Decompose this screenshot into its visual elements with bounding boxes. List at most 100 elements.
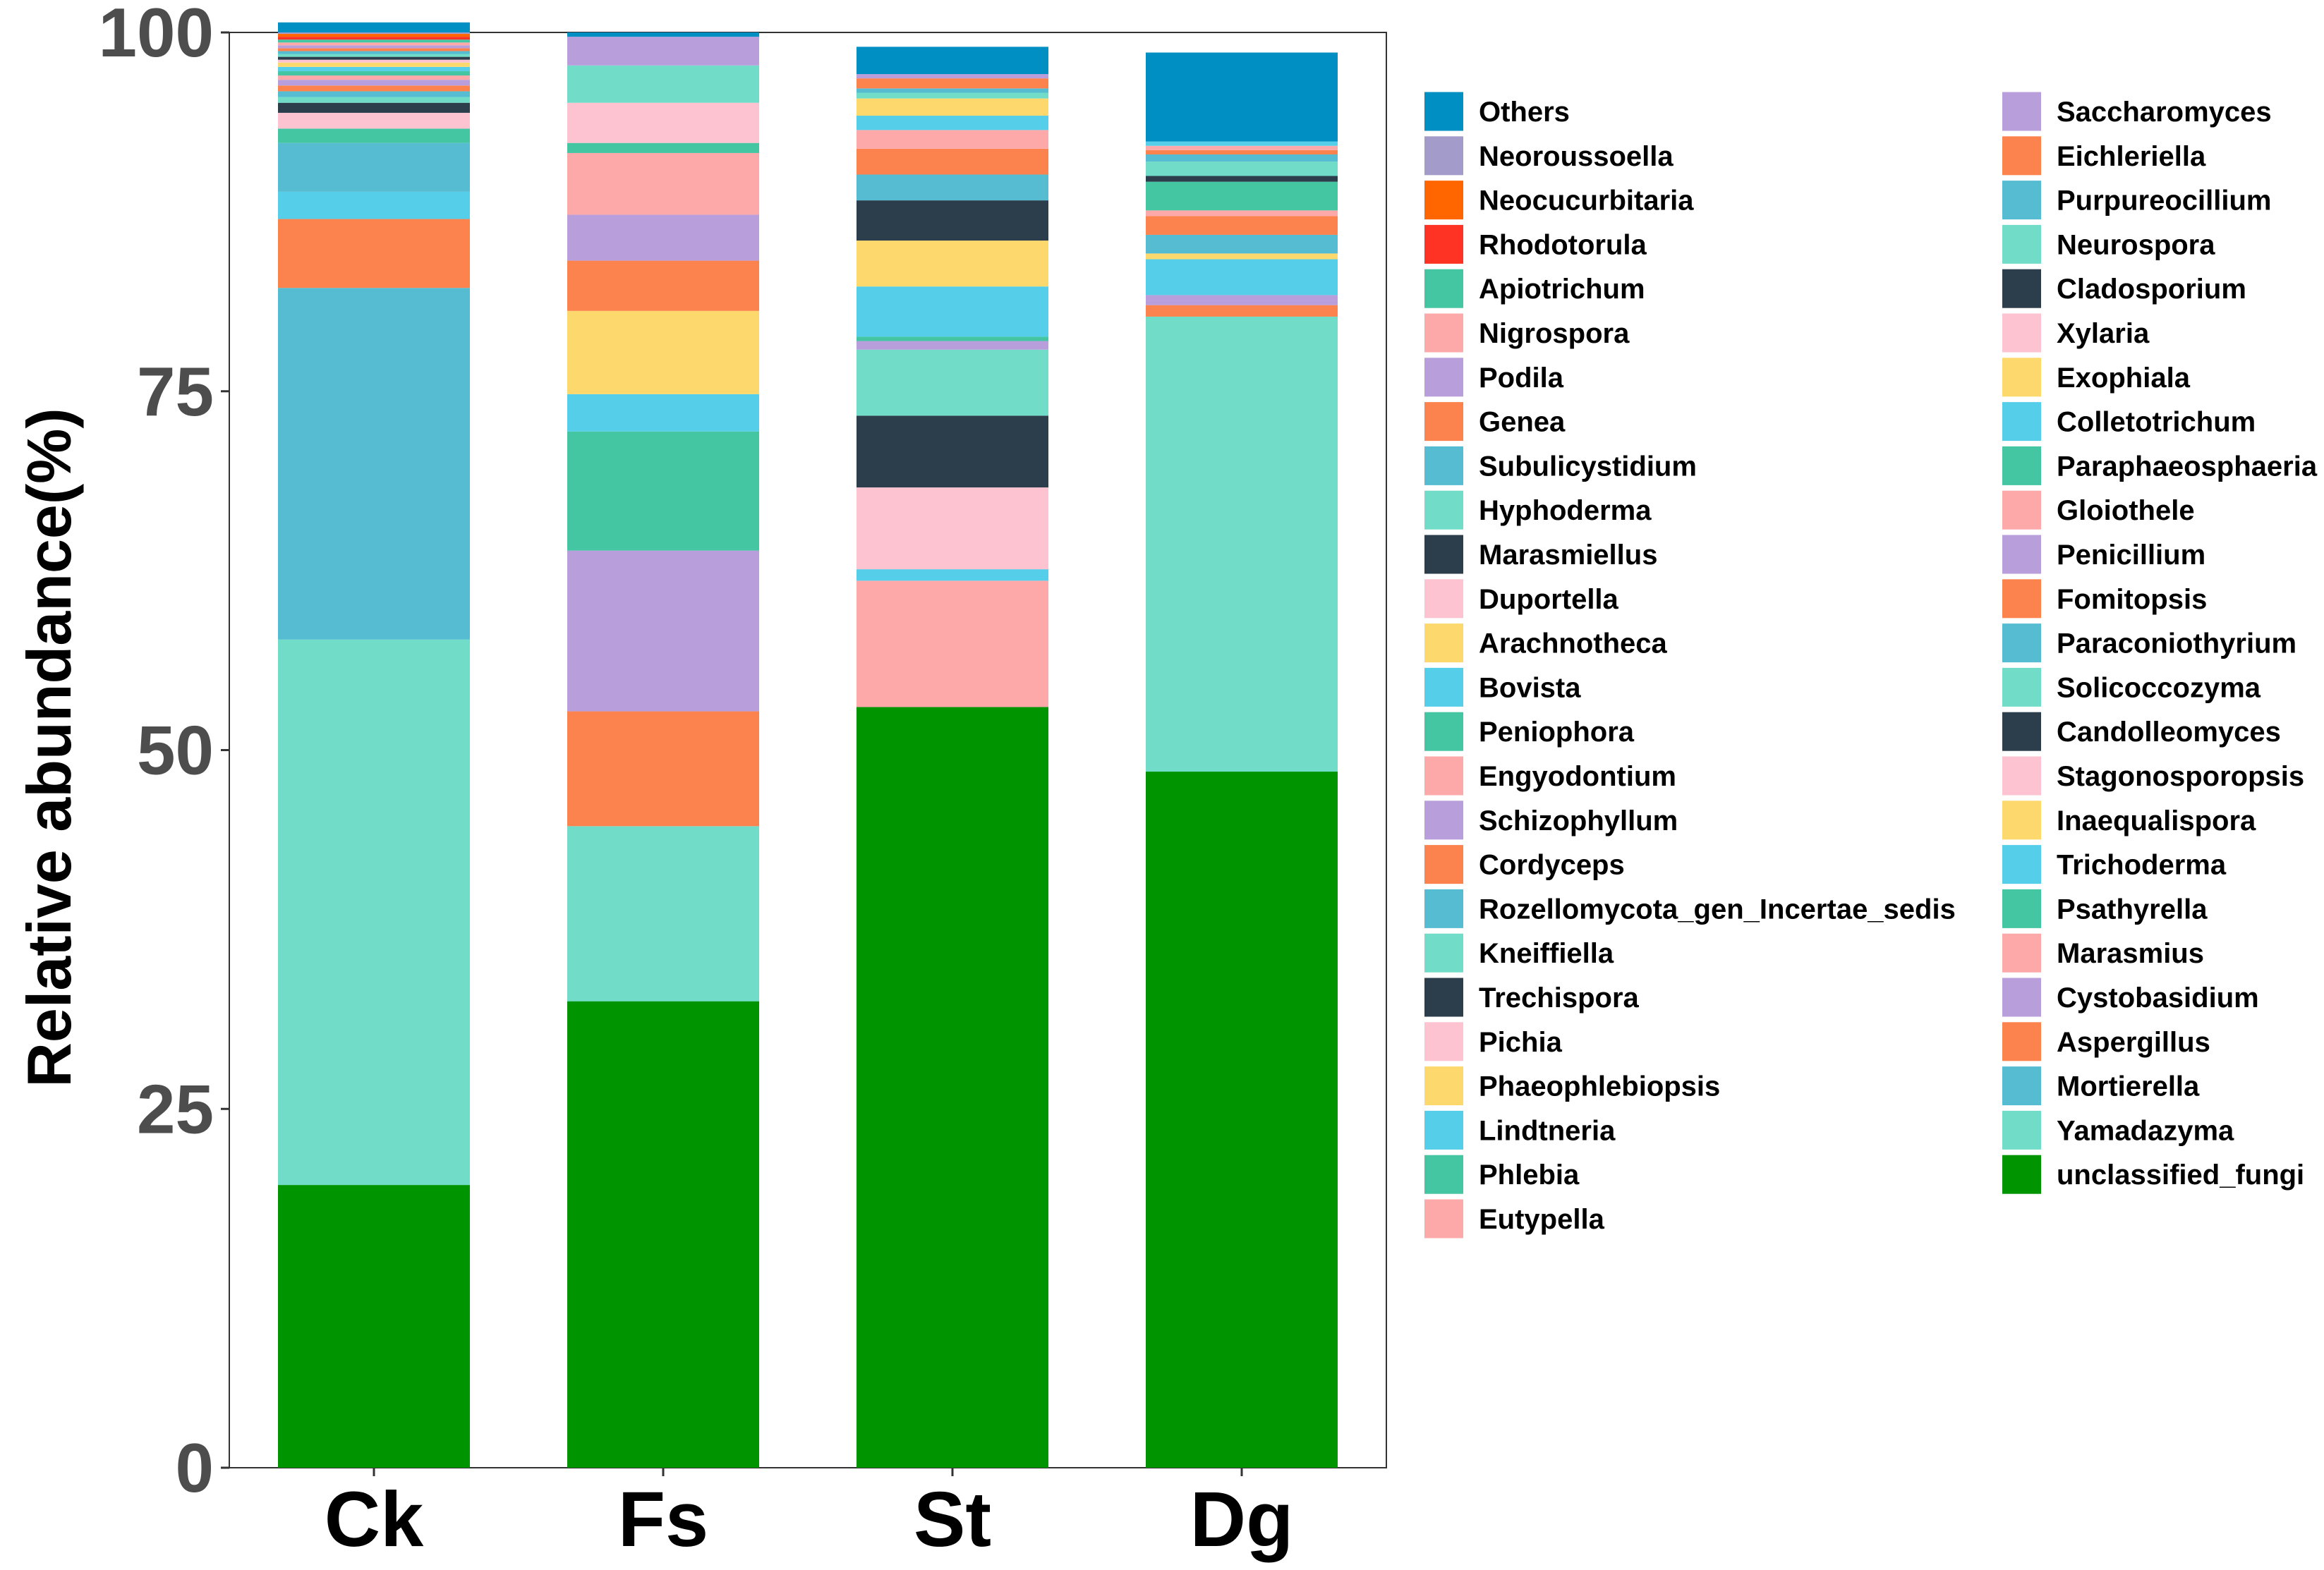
legend-swatch-subulicystidium [1424,446,1463,485]
bar-segment-ck-unclassified-fungi [278,1185,470,1468]
legend-label-apiotrichum: Apiotrichum [1479,274,1645,305]
legend-label-engyodontium: Engyodontium [1479,761,1676,792]
legend-label-colletotrichum: Colletotrichum [2057,407,2256,438]
legend-swatch-colletotrichum [2002,402,2041,442]
legend: Others Neoroussoella Neocucurbitaria Rhodot… [1424,92,2318,1239]
legend-swatch-peniophora [1424,712,1463,751]
legend-swatch-duportella [1424,579,1463,619]
bar-segment-fs-saccharomyces [567,37,759,66]
legend-label-hyphoderma: Hyphoderma [1479,495,1652,526]
bar-segment-st-rozellomycota-gen-incertae-sedis [857,88,1048,93]
legend-swatch-phaeophlebiopsis [1424,1066,1463,1106]
bar-segment-fs-yamadazyma [567,826,759,1002]
legend-label-gloiothele: Gloiothele [2057,495,2195,526]
y-tick-label: 0 [175,1429,214,1507]
x-tick-label-dg: Dg [1190,1476,1294,1563]
bar-segment-ck-subulicystidium [278,51,470,54]
legend-label-bovista: Bovista [1479,672,1581,703]
bar-segment-ck-peniophora [278,71,470,76]
legend-swatch-lindtneria [1424,1110,1463,1150]
legend-swatch-paraconiothyrium [2002,623,2041,663]
legend-swatch-neocucurbitaria [1424,181,1463,220]
bar-segment-ck-genea [278,48,470,51]
legend-label-podila: Podila [1479,363,1564,394]
legend-swatch-stagonosporopsis [2002,756,2041,796]
legend-label-arachnotheca: Arachnotheca [1479,628,1667,659]
bar-segment-st-eutypella [857,130,1048,149]
legend-label-genea: Genea [1479,407,1566,438]
bar-segment-st-eichleriella [857,148,1048,175]
legend-label-unclassified-fungi: unclassified_fungi [2057,1160,2304,1191]
legend-swatch-saccharomyces [2002,92,2041,131]
legend-label-schizophyllum: Schizophyllum [1479,805,1678,836]
legend-label-neoroussoella: Neoroussoella [1479,141,1674,172]
legend-label-aspergillus: Aspergillus [2057,1027,2210,1058]
x-tick-label-fs: Fs [618,1476,708,1563]
bar-segment-ck-schizophyllum [278,80,470,86]
legend-swatch-kneiffiella [1424,933,1463,973]
bar-segment-fs-psathyrella [567,431,759,551]
bar-segment-ck-kneiffiella [278,97,470,103]
bar-segment-st-exophiala [857,241,1048,287]
y-tick-label: 25 [137,1070,214,1148]
bar-segment-fs-xylaria [567,102,759,143]
legend-label-paraconiothyrium: Paraconiothyrium [2057,628,2296,659]
bar-segment-fs-aspergillus [567,711,759,827]
bar-segment-ck-podila [278,45,470,49]
bar-segment-ck-neocucurbitaria [278,34,470,37]
bar-segment-st-cladosporium [857,200,1048,241]
bar-segment-dg-engyodontium [1146,145,1338,150]
legend-swatch-yamadazyma [2002,1110,2041,1150]
legend-swatch-pichia [1424,1022,1463,1061]
bar-segment-dg-rozellomycota-gen-incertae-sedis [1146,154,1338,162]
legend-swatch-cystobasidium [2002,978,2041,1017]
bar-segment-fs-unclassified-fungi [567,1001,759,1468]
legend-label-penicillium: Penicillium [2057,540,2205,571]
x-tick-label-ck: Ck [325,1476,424,1563]
bar-segment-dg-penicillium [1146,295,1338,301]
bar-segment-dg-eichleriella [1146,216,1338,235]
legend-label-peniophora: Peniophora [1479,717,1635,748]
bar-segment-dg-kneiffiella [1146,162,1338,176]
bar-segment-st-kneiffiella [857,92,1048,99]
legend-label-phaeophlebiopsis: Phaeophlebiopsis [1479,1071,1720,1102]
bar-segment-fs-neurospora [567,65,759,103]
bar-segment-ck-hyphoderma [278,54,470,57]
bar-segment-st-cordyceps [857,78,1048,89]
bar-segment-dg-phlebia [1146,181,1338,211]
legend-swatch-schizophyllum [1424,801,1463,840]
legend-label-cystobasidium: Cystobasidium [2057,982,2259,1014]
legend-swatch-hyphoderma [1424,490,1463,530]
bar-segment-dg-others [1146,52,1338,142]
legend-label-nigrospora: Nigrospora [1479,318,1630,349]
bar-segment-fs-gloiothele [567,152,759,215]
bar-segment-ck-rhodotorula [278,37,470,40]
legend-label-fomitopsis: Fomitopsis [2057,584,2207,615]
legend-swatch-penicillium [2002,535,2041,574]
legend-swatch-psathyrella [2002,889,2041,928]
legend-swatch-eutypella [1424,1199,1463,1239]
legend-swatch-nigrospora [1424,313,1463,353]
legend-label-candolleomyces: Candolleomyces [2057,717,2281,748]
bar-segment-dg-eutypella [1146,210,1338,217]
bar-segment-st-lindtneria [857,116,1048,130]
bar-segment-fs-fomitopsis [567,260,759,311]
bar-segment-ck-neoroussoella [278,32,470,35]
x-axis: Ck Fs St Dg [325,1468,1294,1563]
bar-segment-st-candolleomyces [857,415,1048,488]
bar-segment-ck-fomitopsis [278,219,470,288]
legend-swatch-eichleriella [2002,136,2041,176]
legend-swatch-gloiothele [2002,490,2041,530]
legend-label-stagonosporopsis: Stagonosporopsis [2057,761,2304,792]
bar-segment-dg-unclassified-fungi [1146,772,1338,1468]
legend-swatch-inaequalispora [2002,801,2041,840]
bar-segment-fs-inaequalispora [567,310,759,394]
legend-label-trechispora: Trechispora [1479,982,1640,1014]
legend-label-neocucurbitaria: Neocucurbitaria [1479,185,1694,217]
legend-label-marasmius: Marasmius [2057,938,2204,969]
legend-label-rhodotorula: Rhodotorula [1479,229,1647,260]
legend-swatch-rhodotorula [1424,224,1463,264]
y-tick-label: 75 [137,353,214,430]
bar-segment-dg-bovista [1146,141,1338,146]
